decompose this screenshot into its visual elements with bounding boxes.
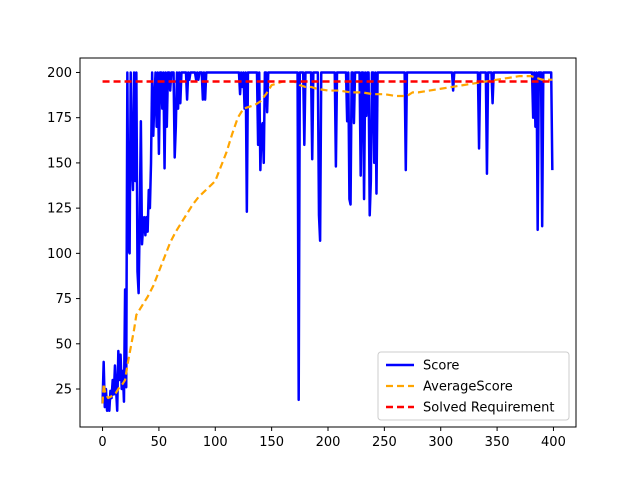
y-tick-label: 175 (47, 111, 72, 126)
x-tick-label: 150 (259, 435, 284, 450)
y-tick-label: 100 (47, 247, 72, 262)
x-tick-label: 200 (316, 435, 341, 450)
series-line-score (101, 71, 554, 412)
x-tick-label: 100 (203, 435, 228, 450)
y-tick-label: 50 (55, 337, 72, 352)
series-layer (101, 71, 554, 412)
y-tick-label: 200 (47, 66, 72, 81)
legend-label-score: Score (423, 359, 459, 374)
x-tick-label: 250 (372, 435, 397, 450)
x-tick-label: 0 (98, 435, 106, 450)
x-tick-label: 50 (151, 435, 168, 450)
legend-box (377, 351, 570, 421)
y-axis: 25 50 75 100 125 150 175 200 (47, 66, 80, 398)
series-line-averagescore (101, 74, 553, 404)
x-tick-label: 400 (541, 435, 566, 450)
legend-label-solved-requirement: Solved Requirement (423, 401, 555, 416)
x-axis: 0 50 100 150 200 250 300 350 400 (98, 427, 566, 450)
legend-label-averagescore: AverageScore (423, 380, 513, 395)
y-tick-label: 75 (55, 292, 72, 307)
y-tick-label: 150 (47, 156, 72, 171)
y-tick-label: 25 (55, 383, 72, 398)
x-tick-label: 300 (428, 435, 453, 450)
y-tick-label: 125 (47, 202, 72, 217)
legend: Score AverageScore Solved Requirement (377, 351, 570, 421)
x-tick-label: 350 (485, 435, 510, 450)
